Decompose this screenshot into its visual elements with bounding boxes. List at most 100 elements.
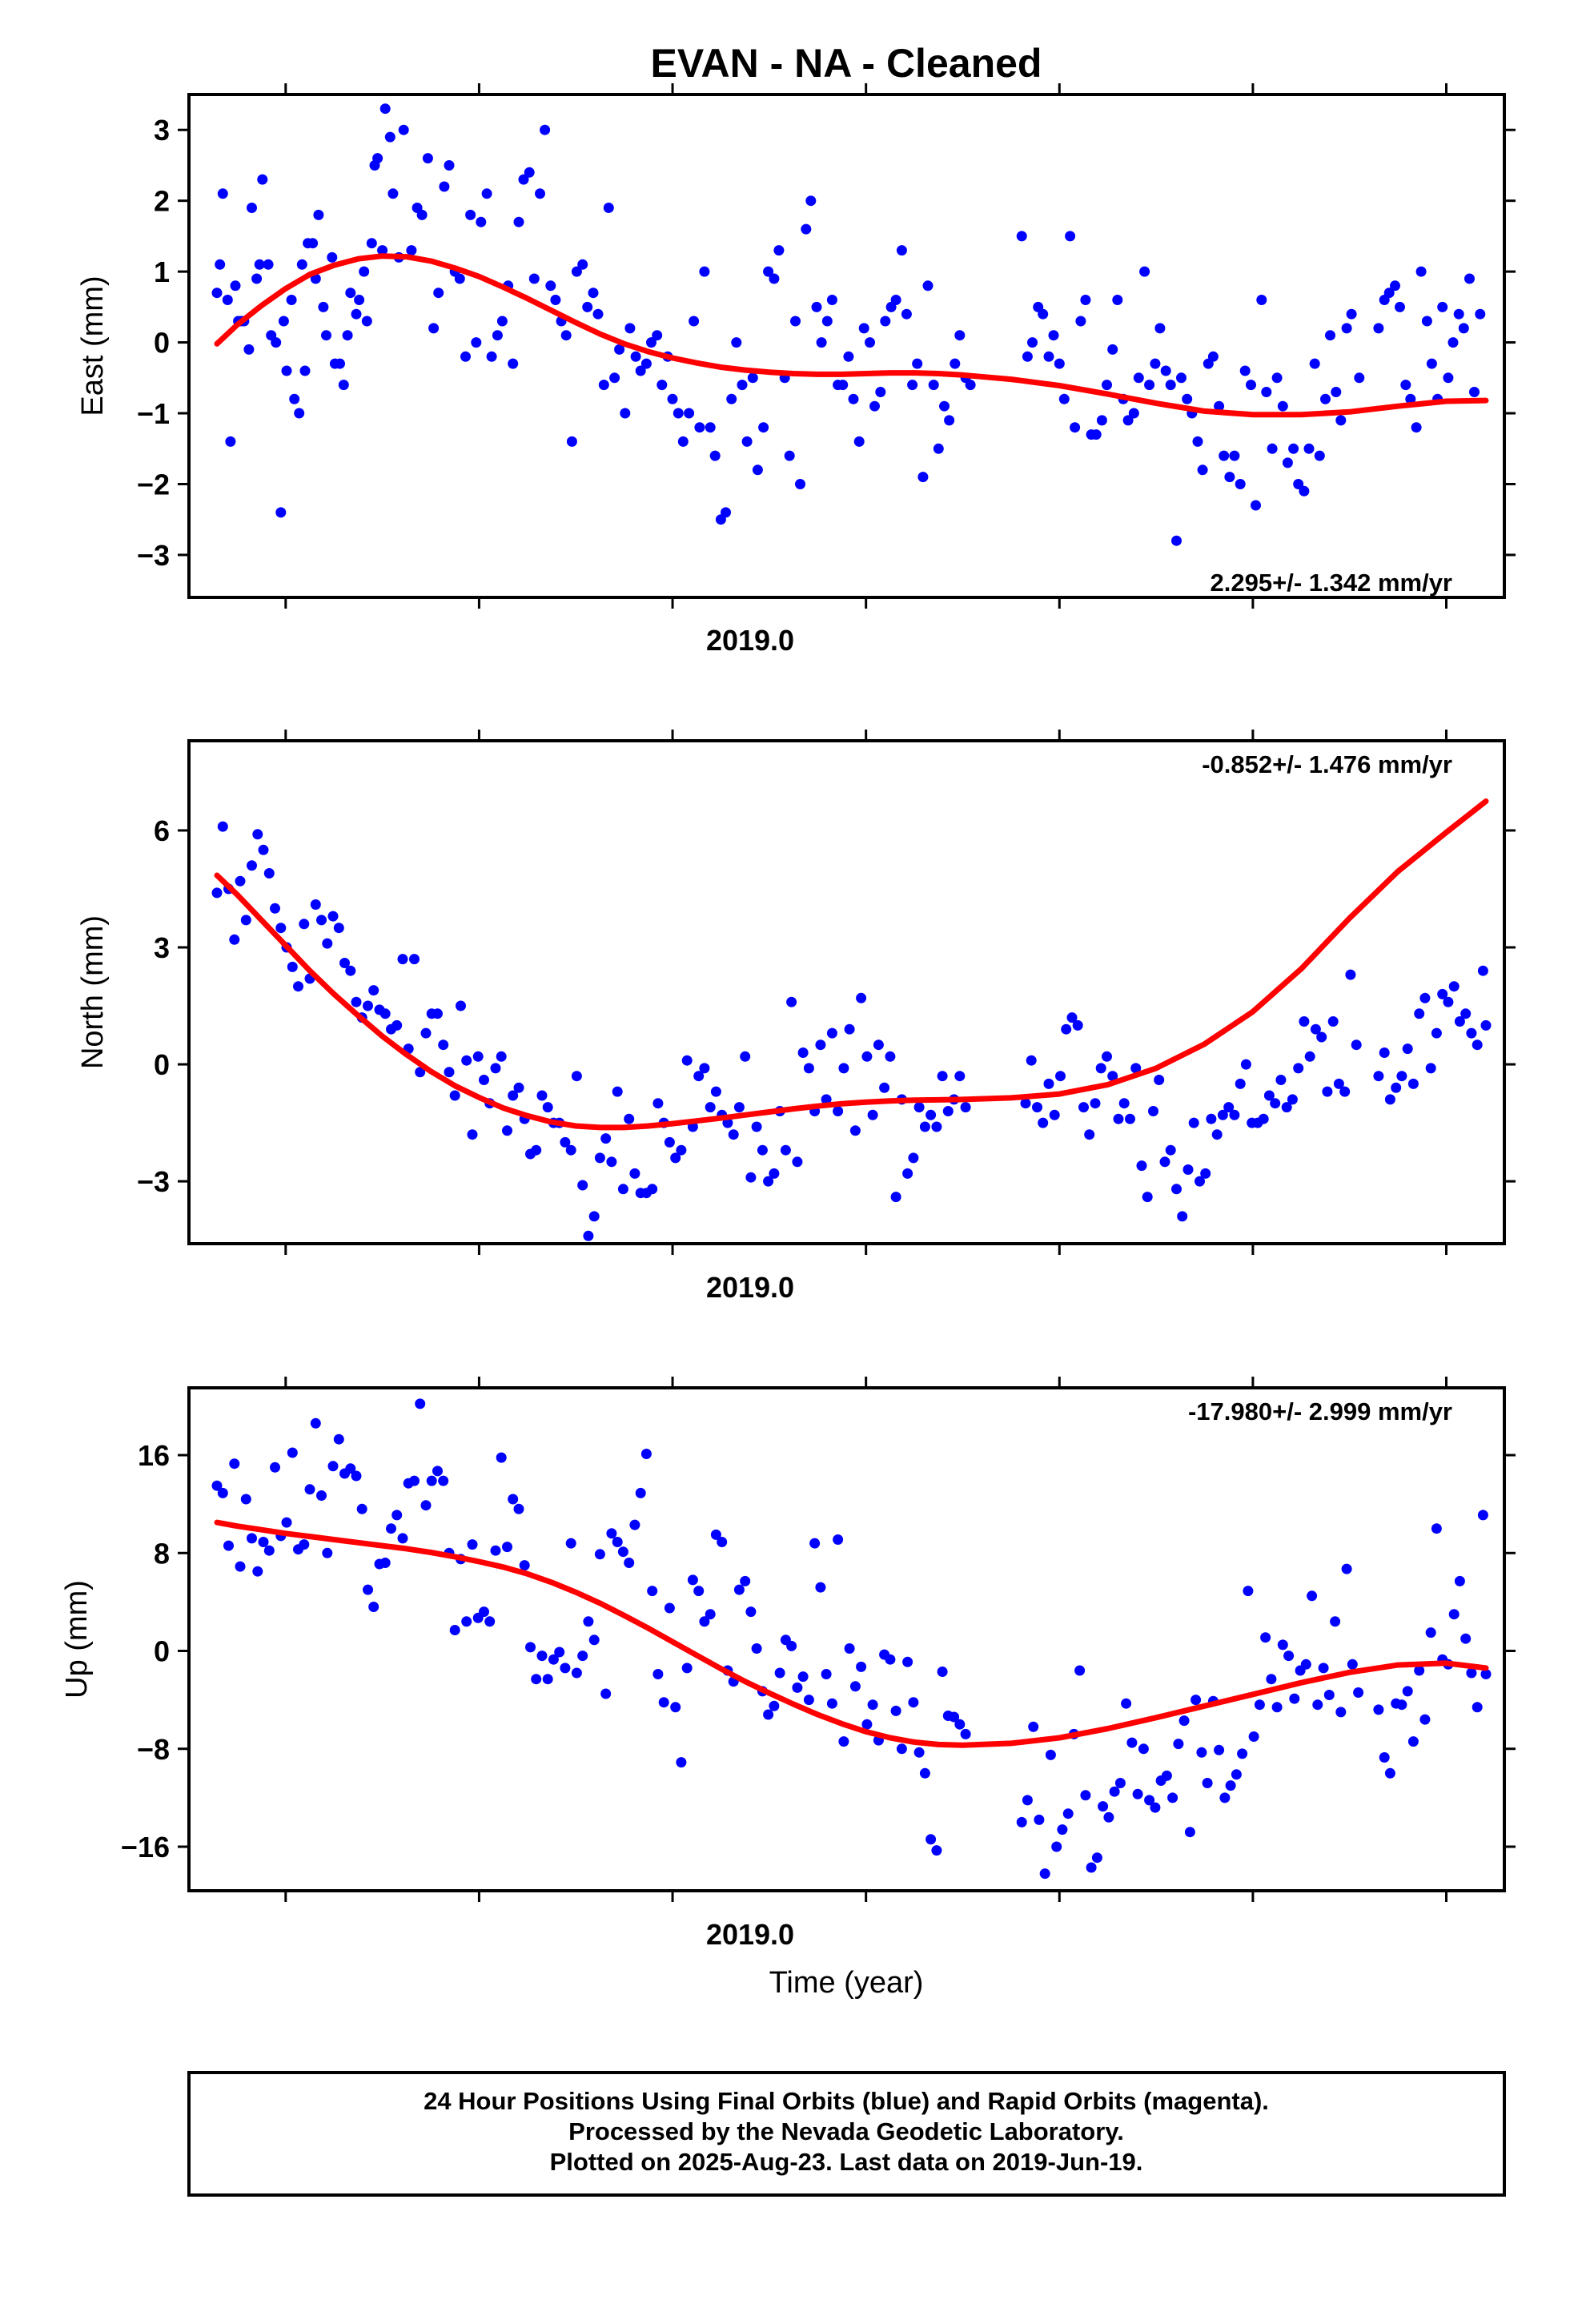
east-data-point [327, 251, 338, 263]
north-data-point [456, 1000, 466, 1011]
east-data-point [1261, 387, 1272, 397]
east-data-point [275, 507, 287, 518]
north-data-point [1287, 1094, 1298, 1105]
north-data-point [1072, 1019, 1083, 1031]
up-data-point [363, 1584, 373, 1595]
up-data-point [937, 1667, 948, 1677]
east-data-point [858, 323, 869, 334]
north-rate-label: -0.852+/- 1.476 mm/yr [1202, 750, 1452, 778]
east-data-point [1090, 429, 1102, 440]
north-data-point [1217, 1109, 1228, 1120]
north-data-point [681, 1055, 693, 1066]
up-data-point [833, 1534, 844, 1545]
north-data-point [1327, 1016, 1339, 1027]
north-data-point [879, 1082, 890, 1093]
up-data-point [1045, 1749, 1056, 1760]
up-data-point [519, 1560, 530, 1571]
east-data-point [296, 259, 307, 270]
east-data-point [737, 380, 748, 391]
north-data-point [1396, 1071, 1407, 1082]
east-data-point [1054, 358, 1065, 369]
north-data-point [1154, 1075, 1165, 1085]
east-data-point [843, 351, 854, 362]
east-data-point [1341, 323, 1352, 334]
up-data-point [542, 1674, 553, 1685]
east-y-tick-label: −2 [137, 468, 170, 501]
east-data-point [1309, 358, 1320, 369]
east-data-point [263, 259, 274, 270]
up-data-point [1150, 1802, 1161, 1813]
east-data-point [922, 280, 934, 292]
east-data-point [406, 245, 417, 256]
east-data-point [731, 337, 742, 348]
east-data-point [689, 316, 700, 327]
north-data-point [1159, 1156, 1170, 1168]
up-data-point [1051, 1841, 1062, 1852]
east-data-point [217, 188, 228, 199]
up-data-point [229, 1458, 240, 1470]
east-data-point [620, 408, 631, 419]
north-data-point [693, 1071, 705, 1082]
east-data-point [1299, 485, 1310, 497]
north-data-point [1026, 1055, 1037, 1066]
north-data-point [786, 996, 797, 1007]
up-data-point [867, 1699, 878, 1711]
east-data-point [1133, 372, 1144, 384]
up-y-tick-label: −16 [121, 1831, 170, 1864]
east-data-point [387, 188, 399, 199]
up-data-point [1384, 1767, 1395, 1779]
up-data-point [1173, 1739, 1184, 1750]
up-data-point [252, 1566, 263, 1577]
north-data-point [1379, 1047, 1390, 1058]
north-data-point [1038, 1117, 1049, 1128]
east-data-point [582, 301, 593, 312]
up-data-point [1144, 1795, 1155, 1806]
east-data-point [890, 295, 901, 305]
east-y-axis-label: East (mm) [76, 275, 110, 416]
north-data-point [1431, 1027, 1442, 1039]
east-data-point [342, 330, 353, 341]
east-data-point [694, 422, 705, 433]
north-data-point [391, 1019, 403, 1031]
east-data-point [901, 308, 912, 320]
up-data-point [356, 1503, 367, 1514]
east-data-point [763, 266, 774, 277]
north-data-point [664, 1136, 675, 1148]
up-data-point [617, 1546, 628, 1558]
north-data-point [1310, 1023, 1321, 1035]
up-data-point [1132, 1788, 1143, 1799]
east-data-point [603, 203, 614, 213]
up-data-point [1243, 1586, 1254, 1597]
north-data-point [1043, 1078, 1054, 1089]
north-data-point [560, 1136, 571, 1148]
up-data-point [826, 1698, 837, 1709]
north-data-point [821, 1094, 832, 1105]
east-data-point [384, 131, 396, 143]
up-data-point [263, 1545, 275, 1556]
east-y-tick-label: 2 [154, 185, 170, 218]
east-y-tick-label: 1 [154, 255, 170, 288]
up-data-point [496, 1452, 507, 1463]
north-data-point [542, 1102, 553, 1113]
north-data-point [449, 1090, 460, 1101]
up-data-point [287, 1447, 298, 1458]
east-data-point [1096, 415, 1107, 426]
up-data-point [885, 1654, 896, 1665]
east-data-point [640, 358, 652, 369]
north-data-point [240, 915, 251, 926]
east-y-tick-label: 0 [154, 327, 170, 360]
east-data-point [278, 316, 289, 327]
up-data-point [327, 1461, 339, 1472]
east-data-point [944, 415, 955, 426]
east-data-point [837, 380, 849, 391]
up-data-point [1460, 1633, 1472, 1644]
up-data-point [774, 1667, 785, 1679]
up-fit-curve [214, 1519, 1489, 1748]
east-data-point [965, 380, 976, 391]
east-data-point [1235, 479, 1246, 489]
east-data-point [869, 400, 880, 412]
east-data-point [225, 436, 236, 447]
east-data-point [853, 436, 865, 447]
east-data-point [1107, 344, 1118, 355]
east-data-point [795, 479, 805, 489]
